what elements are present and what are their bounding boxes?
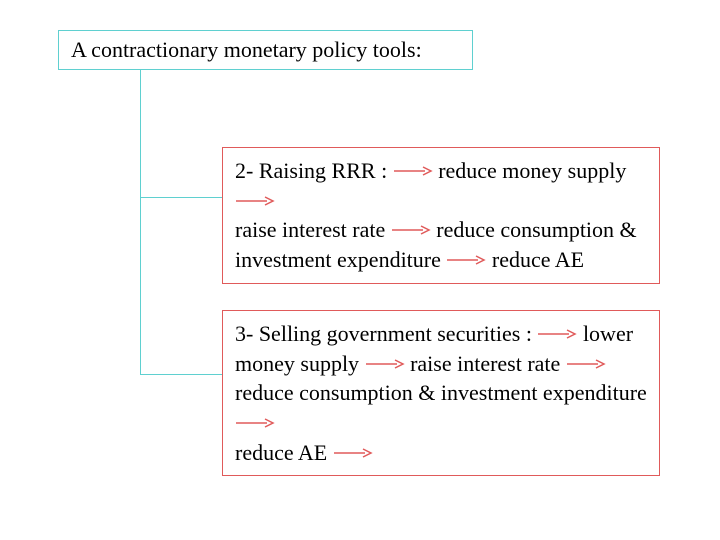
policy-tool-box-2: 2- Raising RRR : reduce money supply rai… — [222, 147, 660, 284]
text-segment: raise interest rate — [235, 217, 391, 242]
title-box: A contractionary monetary policy tools: — [58, 30, 473, 70]
text-segment: lower — [577, 321, 633, 346]
arrow-icon — [391, 224, 431, 236]
text-segment: raise interest rate — [405, 351, 566, 376]
text-segment: investment expenditure — [235, 247, 446, 272]
arrow-icon — [393, 165, 433, 177]
arrow-icon — [235, 195, 275, 207]
text-segment: 2- Raising RRR : — [235, 158, 393, 183]
policy-tool-box-3: 3- Selling government securities : lower… — [222, 310, 660, 476]
text-segment: 3- Selling government securities : — [235, 321, 537, 346]
title-text: A contractionary monetary policy tools: — [71, 37, 422, 62]
text-segment: reduce AE — [486, 247, 584, 272]
arrow-icon — [537, 328, 577, 340]
arrow-icon — [365, 358, 405, 370]
connector-to-box3 — [140, 374, 222, 375]
connector-vertical — [140, 70, 141, 374]
text-segment: reduce consumption & — [431, 217, 637, 242]
arrow-icon — [235, 417, 275, 429]
arrow-icon — [566, 358, 606, 370]
arrow-icon — [446, 254, 486, 266]
arrow-icon — [333, 447, 373, 459]
connector-to-box2 — [140, 197, 222, 198]
text-segment: reduce consumption & investment expendit… — [235, 380, 647, 405]
text-segment: money supply — [235, 351, 365, 376]
text-segment: reduce AE — [235, 440, 333, 465]
text-segment: reduce money supply — [433, 158, 627, 183]
